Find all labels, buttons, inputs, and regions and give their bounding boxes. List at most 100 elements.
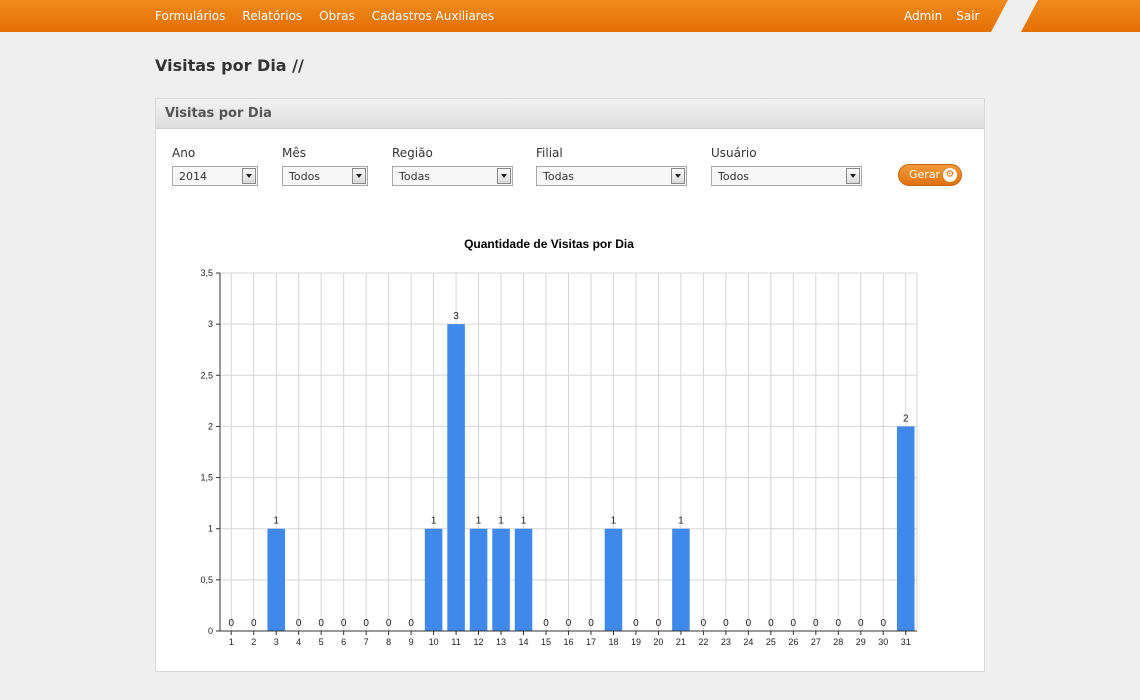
main-nav: Formulários Relatórios Obras Cadastros A… bbox=[155, 0, 511, 32]
filter-regiao-label: Região bbox=[392, 146, 433, 160]
x-tick-label: 5 bbox=[319, 637, 324, 647]
data-label: 1 bbox=[273, 516, 279, 527]
x-tick-label: 19 bbox=[631, 637, 641, 647]
x-tick-label: 11 bbox=[451, 637, 460, 647]
chart-grid bbox=[220, 272, 918, 632]
data-label: 1 bbox=[498, 516, 504, 527]
data-label: 0 bbox=[543, 618, 549, 629]
usuario-select-value: Todos bbox=[718, 170, 750, 183]
filter-mes-label: Mês bbox=[282, 146, 306, 160]
mes-select-value: Todos bbox=[289, 170, 321, 183]
data-label: 0 bbox=[296, 618, 302, 629]
x-tick-label: 12 bbox=[474, 637, 484, 647]
x-tick-label: 15 bbox=[541, 637, 551, 647]
bar bbox=[896, 426, 915, 631]
bar bbox=[469, 528, 488, 631]
nav-obras[interactable]: Obras bbox=[319, 9, 355, 23]
filter-usuario-label: Usuário bbox=[711, 146, 757, 160]
bar bbox=[514, 528, 533, 631]
data-label: 1 bbox=[521, 516, 527, 527]
nav-relatorios[interactable]: Relatórios bbox=[242, 9, 303, 23]
chevron-down-icon[interactable] bbox=[352, 168, 366, 184]
x-tick-label: 4 bbox=[296, 637, 301, 647]
data-label: 0 bbox=[341, 618, 347, 629]
x-tick-label: 3 bbox=[274, 637, 279, 647]
x-tick-label: 1 bbox=[229, 637, 234, 647]
data-label: 0 bbox=[791, 618, 797, 629]
ano-select-value: 2014 bbox=[179, 170, 207, 183]
data-label: 0 bbox=[408, 618, 414, 629]
data-label: 0 bbox=[588, 618, 594, 629]
x-tick-label: 26 bbox=[788, 637, 798, 647]
data-label: 0 bbox=[836, 618, 842, 629]
filial-select[interactable]: Todas bbox=[536, 166, 687, 186]
nav-cadastros-auxiliares[interactable]: Cadastros Auxiliares bbox=[371, 9, 495, 23]
nav-admin[interactable]: Admin bbox=[904, 9, 943, 23]
chart-axes: 00,511,522,533,51 2 3 4 5 6 7 8 9 10 11 12 13 14 15 16 1… bbox=[200, 268, 917, 647]
x-tick-label: 16 bbox=[563, 637, 573, 647]
ano-select[interactable]: 2014 bbox=[172, 166, 258, 186]
bar bbox=[447, 324, 465, 631]
chevron-down-icon[interactable] bbox=[846, 168, 860, 184]
data-label: 0 bbox=[880, 618, 886, 629]
x-tick-label: 17 bbox=[586, 637, 596, 647]
x-tick-label: 21 bbox=[676, 637, 686, 647]
y-tick-label: 1,5 bbox=[200, 473, 213, 483]
chevron-down-icon[interactable] bbox=[671, 168, 685, 184]
x-tick-label: 31 bbox=[901, 637, 911, 647]
x-tick-label: 18 bbox=[608, 637, 618, 647]
x-tick-label: 23 bbox=[721, 637, 731, 647]
page-title: Visitas por Dia // bbox=[155, 56, 304, 75]
chart-title: Quantidade de Visitas por Dia bbox=[464, 237, 634, 251]
bar bbox=[267, 528, 285, 631]
data-label: 0 bbox=[318, 618, 324, 629]
filter-mes: Mês Todos bbox=[282, 146, 368, 186]
bar bbox=[424, 528, 443, 631]
x-tick-label: 8 bbox=[386, 637, 391, 647]
regiao-select[interactable]: Todas bbox=[392, 166, 513, 186]
data-label: 0 bbox=[768, 618, 774, 629]
data-label: 0 bbox=[701, 618, 707, 629]
filter-usuario: Usuário Todos bbox=[711, 146, 862, 186]
visits-bar-chart: Quantidade de Visitas por Dia 0 0 1 0 0 0 0 0 0 1… bbox=[200, 237, 918, 647]
x-tick-label: 27 bbox=[811, 637, 821, 647]
data-label: 0 bbox=[656, 618, 662, 629]
chart-bars: 0 0 1 0 0 0 0 0 0 1 3 1 1 1 0 0 0 1 0 0 1 0 0 0 0 0 0 0 0 0 2 bbox=[228, 311, 915, 631]
x-tick-label: 22 bbox=[698, 637, 708, 647]
data-label: 0 bbox=[813, 618, 819, 629]
filter-ano: Ano 2014 bbox=[172, 146, 258, 186]
chevron-down-icon[interactable] bbox=[497, 168, 511, 184]
data-label: 0 bbox=[858, 618, 864, 629]
bar bbox=[672, 528, 690, 631]
y-tick-label: 0 bbox=[208, 626, 213, 636]
data-label: 1 bbox=[476, 516, 482, 527]
usuario-select[interactable]: Todos bbox=[711, 166, 862, 186]
filter-filial: Filial Todas bbox=[536, 146, 687, 186]
nav-formularios[interactable]: Formulários bbox=[155, 9, 226, 23]
nav-sair[interactable]: Sair bbox=[956, 9, 980, 23]
filter-regiao: Região Todas bbox=[392, 146, 513, 186]
data-label: 3 bbox=[453, 311, 459, 322]
gear-icon: ⚙ bbox=[943, 168, 957, 182]
gerar-button[interactable]: Gerar ⚙ bbox=[898, 164, 962, 186]
data-label: 0 bbox=[228, 618, 234, 629]
mes-select[interactable]: Todos bbox=[282, 166, 368, 186]
top-navigation-bar: Formulários Relatórios Obras Cadastros A… bbox=[0, 0, 1140, 32]
data-label: 0 bbox=[566, 618, 572, 629]
topbar-divider bbox=[990, 0, 1038, 32]
x-tick-label: 13 bbox=[496, 637, 506, 647]
gerar-label: Gerar bbox=[909, 168, 941, 181]
x-tick-label: 24 bbox=[743, 637, 753, 647]
regiao-select-value: Todas bbox=[399, 170, 431, 183]
x-tick-label: 9 bbox=[409, 637, 414, 647]
x-tick-label: 7 bbox=[364, 637, 369, 647]
filter-ano-label: Ano bbox=[172, 146, 196, 160]
data-label: 0 bbox=[723, 618, 729, 629]
data-label: 2 bbox=[903, 413, 909, 424]
user-nav: Admin Sair bbox=[904, 0, 980, 32]
data-label: 1 bbox=[431, 516, 437, 527]
y-tick-label: 2 bbox=[208, 421, 213, 431]
panel-title: Visitas por Dia bbox=[156, 99, 984, 129]
y-tick-label: 0,5 bbox=[200, 575, 213, 585]
chevron-down-icon[interactable] bbox=[242, 168, 256, 184]
